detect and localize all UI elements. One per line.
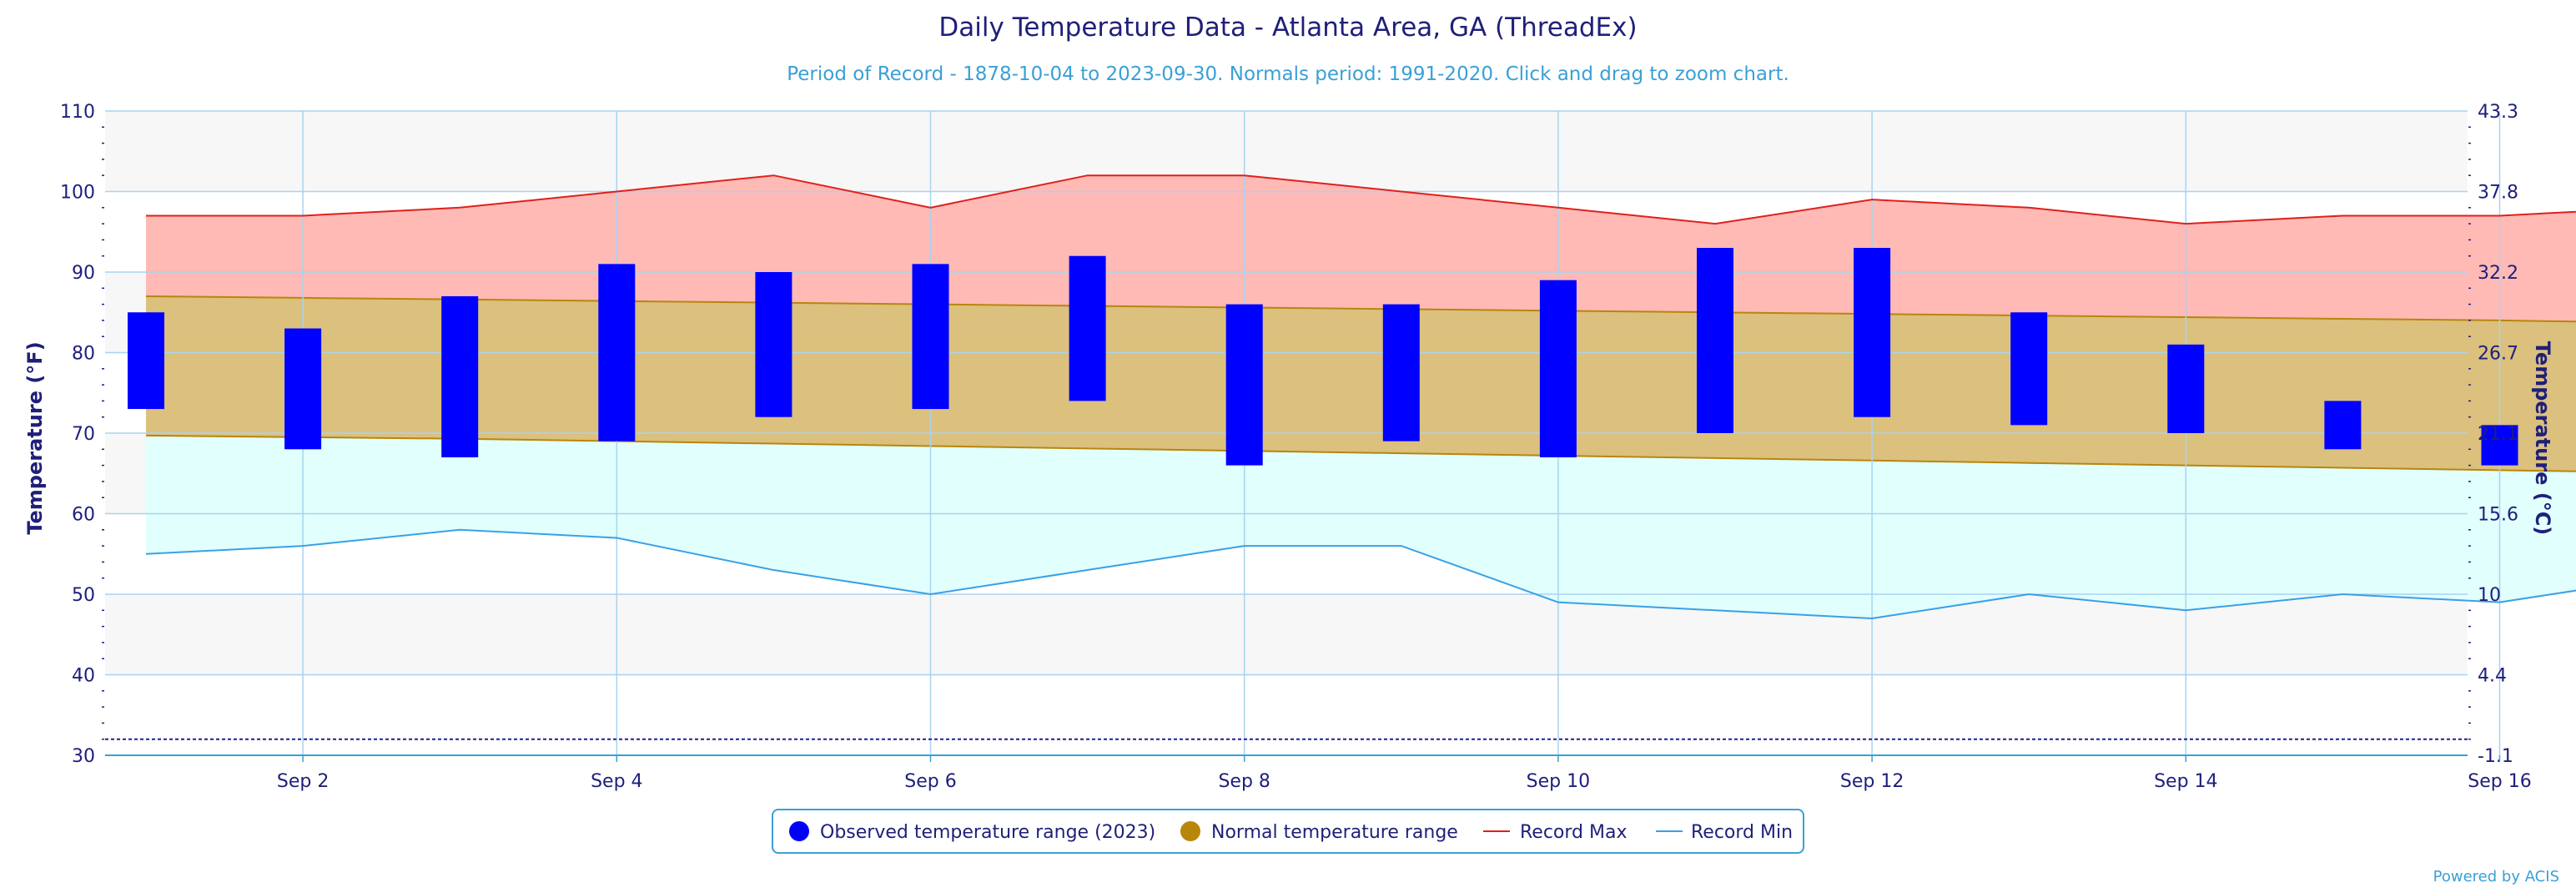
y2-tick-label: 4.4 [2478,666,2507,687]
legend-observed-marker [789,821,809,841]
record-min-fill [146,435,2576,618]
y2-tick-label: 10 [2478,585,2501,606]
legend-normal-marker [1180,821,1200,841]
y-tick-label: 110 [60,102,95,123]
y-axis-ticks: 30 40 50 60 70 80 90 100 110 [60,102,95,767]
observed-bar-sep-10[interactable] [1539,280,1577,457]
y2-tick-label: -1.1 [2478,746,2513,767]
x-tick-label: Sep 8 [1218,771,1270,792]
y2-tick-label: 26.7 [2478,344,2518,365]
x-tick-label: Sep 10 [1527,771,1590,792]
plot-band [105,594,2468,675]
x-tick-label: Sep 16 [2468,771,2531,792]
x-tick-label: Sep 12 [1840,771,1904,792]
x-tick-label: Sep 4 [591,771,642,792]
y-axis-title: Temperature (°F) [23,341,47,534]
observed-bar-sep-12[interactable] [1854,248,1891,417]
y2-tick-label: 37.8 [2478,183,2518,204]
legend-record-min-label: Record Min [1691,822,1793,843]
x-tick-label: Sep 14 [2154,771,2217,792]
y2-tick-label: 32.2 [2478,263,2518,284]
y-tick-label: 30 [72,746,95,767]
y2-axis-title: Temperature (°C) [2531,341,2554,536]
legend-item-observed[interactable]: Observed temperature range (2023) [789,821,1155,843]
y-tick-label: 70 [72,424,95,445]
y2-tick-label: 21.1 [2478,424,2518,445]
y-tick-label: 100 [60,183,95,204]
chart-title: Daily Temperature Data - Atlanta Area, G… [938,13,1637,43]
record-max-area [146,175,2576,322]
y-tick-label: 40 [72,666,95,687]
record-lines [145,174,2576,619]
y2-tick-label: 43.3 [2478,102,2518,123]
observed-bar-sep-9[interactable] [1382,304,1420,441]
observed-bars[interactable] [128,248,2576,513]
normal-range-area [145,295,2576,472]
x-tick-label: Sep 2 [277,771,329,792]
y-tick-label: 60 [72,505,95,526]
legend-observed-label: Observed temperature range (2023) [820,822,1155,843]
legend: Observed temperature range (2023) Normal… [772,809,1804,854]
axes [102,126,2471,756]
chart-subtitle: Period of Record - 1878-10-04 to 2023-09… [787,63,1789,85]
observed-bar-sep-16[interactable] [2481,425,2518,466]
plot-band [105,111,2468,192]
legend-normal-label: Normal temperature range [1211,822,1458,843]
observed-bar-sep-8[interactable] [1225,304,1263,466]
credit-link[interactable]: Powered by ACIS [2433,868,2559,885]
observed-bar-sep-3[interactable] [441,295,479,457]
legend-box [772,809,1804,854]
y2-tick-label: 15.6 [2478,505,2518,526]
normal-low-line [145,434,2576,472]
observed-bar-sep-11[interactable] [1697,248,1733,433]
legend-item-normal[interactable]: Normal temperature range [1180,821,1458,843]
observed-bar-sep-15[interactable] [2324,401,2362,450]
observed-bar-sep-5[interactable] [755,272,792,417]
record-max-fill [146,175,2576,322]
observed-bar-sep-1[interactable] [128,312,164,410]
normal-high-line [145,295,2576,323]
x-axis-ticks: Sep 2 Sep 4 Sep 6 Sep 8 Sep 10 Sep 12 Sep 14 Se… [277,755,2532,792]
y-tick-label: 50 [72,585,95,606]
y2-axis-ticks: -1.1 4.4 10 15.6 21.1 26.7 32.2 37.8 43.3 [2478,102,2518,767]
observed-bar-sep-2[interactable] [284,328,322,450]
observed-bar-sep-13[interactable] [2010,312,2048,426]
observed-bar-sep-4[interactable] [598,264,636,441]
observed-bar-sep-14[interactable] [2167,344,2205,433]
legend-item-record-min[interactable]: Record Min [1656,822,1793,843]
x-tick-label: Sep 6 [904,771,956,792]
legend-item-record-max[interactable]: Record Max [1483,822,1628,843]
observed-bar-sep-7[interactable] [1069,255,1106,401]
record-min-line [145,528,2576,619]
y-tick-label: 90 [72,263,95,284]
normal-range-fill [146,295,2576,472]
record-min-area [146,435,2576,618]
record-max-line [146,174,2576,225]
legend-record-max-label: Record Max [1520,822,1628,843]
observed-bar-sep-6[interactable] [912,264,949,410]
y-tick-label: 80 [72,344,95,365]
